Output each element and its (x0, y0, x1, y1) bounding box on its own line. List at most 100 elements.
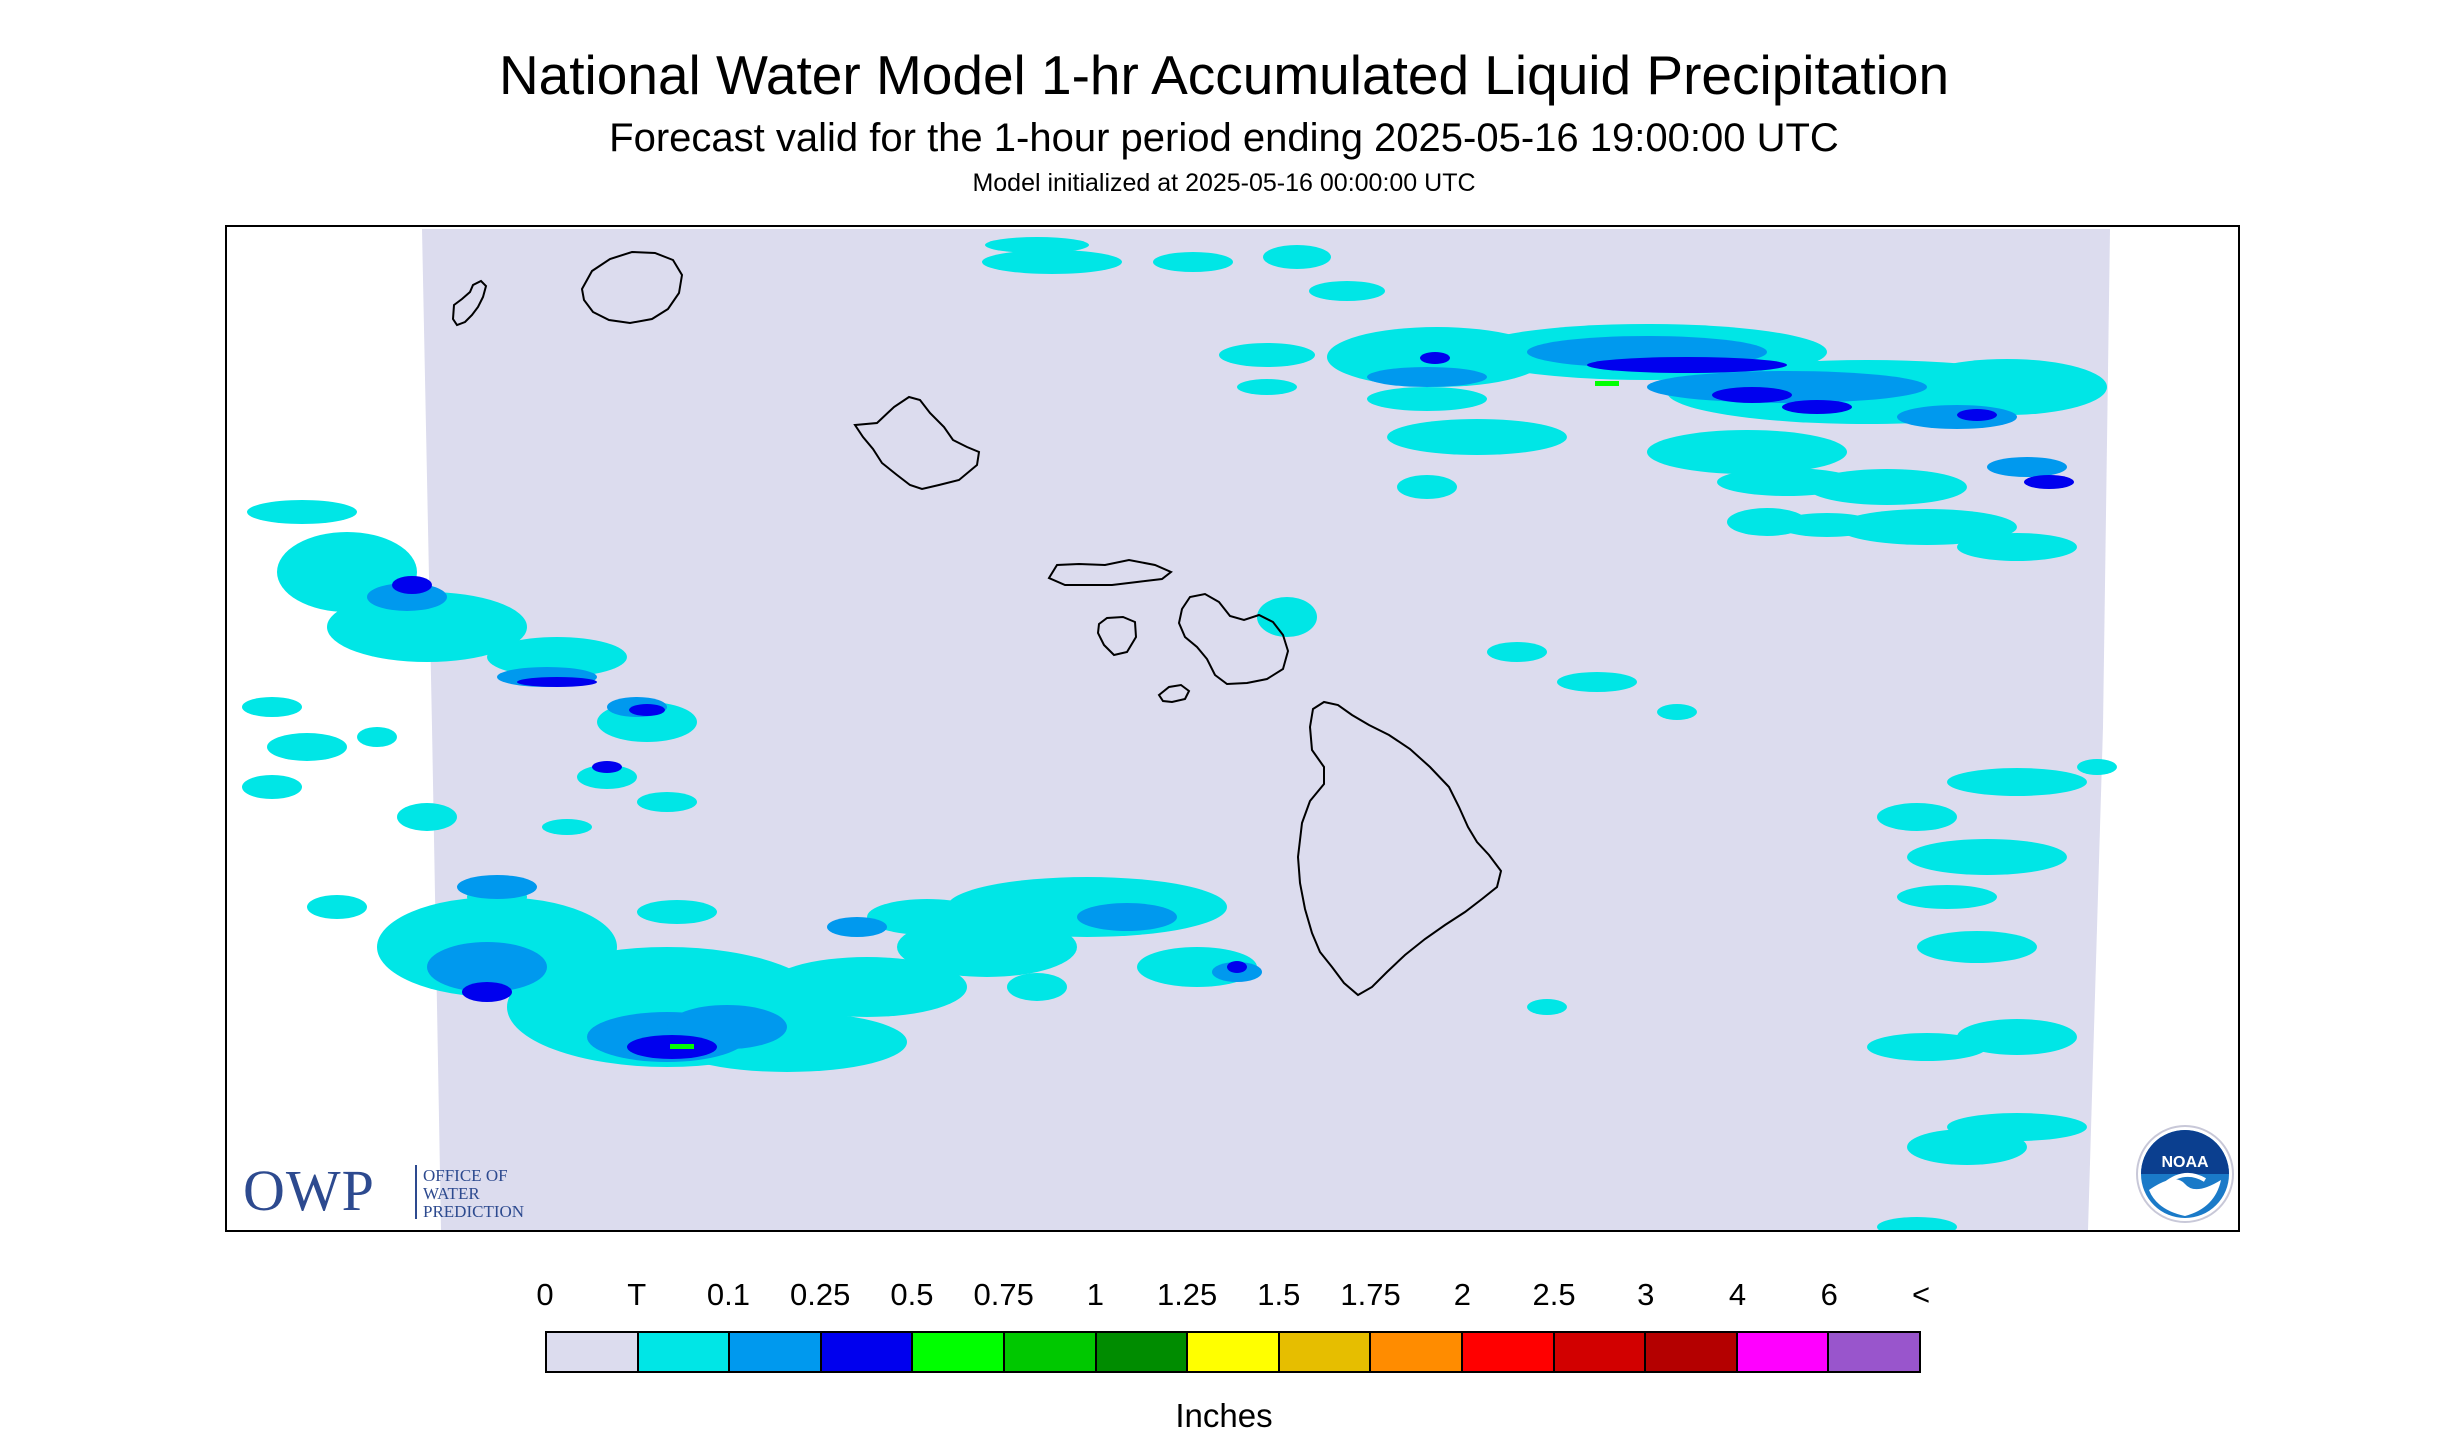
coastlines (451, 250, 1503, 997)
legend-label-7: 1.25 (1156, 1277, 1218, 1312)
legend-swatch-7 (1188, 1333, 1280, 1371)
legend-label-0: 0 (536, 1277, 554, 1312)
legend-swatch-8 (1279, 1333, 1372, 1371)
precip-cell-88 (1527, 999, 1567, 1015)
legend-swatch-14 (1829, 1333, 1919, 1371)
precip-cell-15 (1837, 509, 2017, 545)
precip-cell-55 (357, 727, 397, 747)
legend-units-label: Inches (1175, 1397, 1273, 1434)
oahu-island (853, 395, 981, 491)
legend-swatch-3 (821, 1333, 914, 1371)
precip-cell-19 (1717, 468, 1857, 496)
legend-label-8: 1.5 (1257, 1277, 1301, 1312)
precip-cell-2 (1153, 252, 1233, 272)
legend-swatch-9 (1371, 1333, 1463, 1371)
precip-cell-42 (577, 765, 637, 789)
noaa-emblem-icon (2136, 1125, 2234, 1223)
precip-cell-74 (1077, 903, 1177, 931)
precip-cell-41 (637, 792, 697, 812)
precip-cell-11 (1367, 387, 1487, 411)
precip-cell-3 (1263, 245, 1331, 269)
owp-logo-divider (415, 1165, 417, 1219)
legend-swatch-1 (638, 1333, 731, 1371)
molokai-island (1047, 558, 1173, 586)
precip-cell-38 (327, 592, 527, 662)
precip-cell-79 (1907, 839, 2067, 875)
precip-cell-23 (1897, 405, 2017, 429)
maui-island (1177, 592, 1290, 686)
legend-swatch-0 (547, 1333, 639, 1371)
precip-cell-26 (1587, 357, 1787, 373)
precip-cell-78 (1947, 768, 2087, 796)
precip-cell-20 (1777, 513, 1877, 537)
owp-line-2: WATER (423, 1184, 480, 1203)
precip-cell-31 (1420, 352, 1450, 364)
precip-cell-50 (629, 704, 665, 716)
owp-line-1: OFFICE OF (423, 1166, 508, 1185)
precip-cell-30 (2024, 475, 2074, 489)
lanai-island (1096, 615, 1138, 657)
precip-cell-34 (1557, 672, 1637, 692)
precip-cell-61 (767, 957, 967, 1017)
precip-cell-36 (247, 500, 357, 524)
legend-swatch-2 (730, 1333, 822, 1371)
precip-peak-1 (670, 1044, 694, 1049)
precip-cell-24 (1367, 367, 1487, 387)
precipitation-layer (242, 237, 2117, 1230)
precip-cell-89 (1877, 1217, 1957, 1230)
precip-cell-87 (2077, 759, 2117, 775)
precip-cell-17 (1397, 475, 1457, 499)
precip-cell-28 (1782, 400, 1852, 414)
chart-title: National Water Model 1-hr Accumulated Li… (498, 44, 1950, 106)
precip-cell-51 (592, 761, 622, 773)
precip-cell-76 (1227, 961, 1247, 973)
legend-label-4: 0.5 (890, 1277, 934, 1312)
precip-cell-84 (1877, 803, 1957, 831)
legend-label-11: 2.5 (1532, 1277, 1576, 1312)
legend-label-9: 1.75 (1340, 1277, 1401, 1312)
precip-cell-53 (267, 733, 347, 761)
precip-cell-81 (1957, 1019, 2077, 1055)
precip-cell-67 (462, 982, 512, 1002)
precip-cell-48 (392, 576, 432, 594)
precip-cell-64 (457, 875, 537, 899)
precip-cell-27 (1712, 387, 1792, 403)
noaa-logo-text: NOAA (2161, 1154, 2209, 1171)
valid-time-subtitle: Forecast valid for the 1-hour period end… (609, 116, 1839, 160)
precip-cell-4 (1219, 343, 1315, 367)
kahoolawe-island (1157, 683, 1191, 704)
precip-cell-77 (827, 917, 887, 937)
legend-swatch-4 (913, 1333, 1005, 1371)
kauai-island (580, 250, 684, 325)
precip-cell-43 (542, 819, 592, 835)
legend-label-10: 2 (1453, 1277, 1471, 1312)
legend-label-6: 1 (1086, 1277, 1105, 1312)
precip-cell-25 (1987, 457, 2067, 477)
precip-cell-6 (1237, 379, 1297, 395)
precip-cell-39 (487, 637, 627, 677)
niihau-island (451, 279, 488, 327)
hawaii-island (1296, 700, 1503, 997)
legend-label-3: 0.25 (790, 1277, 851, 1312)
precip-cell-1 (982, 250, 1122, 274)
legend-label-14: 6 (1820, 1277, 1838, 1312)
precip-cell-12 (1387, 419, 1567, 455)
precip-cell-13 (1647, 430, 1847, 474)
legend-swatch-6 (1096, 1333, 1189, 1371)
precip-cell-85 (1897, 885, 1997, 909)
precip-cell-83 (1947, 1113, 2087, 1141)
precip-cell-32 (1257, 597, 1317, 637)
legend-swatch-10 (1462, 1333, 1555, 1371)
precip-cell-63 (427, 942, 547, 992)
precip-cell-69 (637, 900, 717, 924)
precip-cell-71 (947, 877, 1227, 937)
precip-cell-56 (397, 803, 457, 831)
legend-swatch-12 (1646, 1333, 1738, 1371)
precip-cell-80 (1917, 931, 2037, 963)
legend-label-12: 3 (1637, 1277, 1655, 1312)
legend-label-13: 4 (1728, 1277, 1747, 1312)
precip-cell-5 (1309, 281, 1385, 301)
noaa-logo: NOAA (2135, 1124, 2235, 1224)
legend-label-2: 0.1 (706, 1277, 751, 1312)
init-time-label: Model initialized at 2025-05-16 00:00:00… (972, 169, 1476, 197)
